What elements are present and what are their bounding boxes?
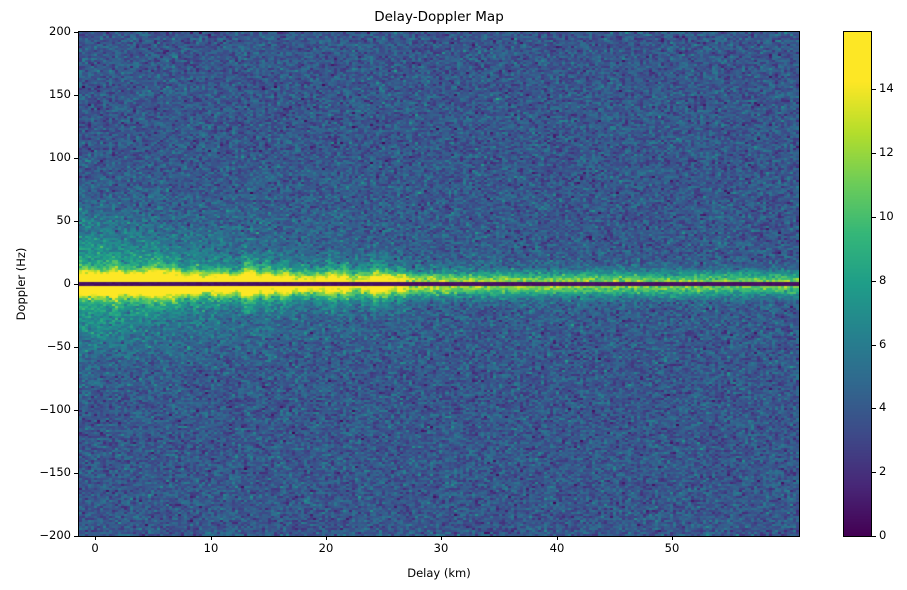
y-tick-label: 0 <box>63 276 71 290</box>
colorbar-tick-label: 10 <box>879 209 894 223</box>
y-tick-label: −150 <box>39 465 71 479</box>
colorbar-tick-mark <box>872 153 876 154</box>
x-tick-label: 40 <box>549 541 565 555</box>
colorbar-tick-mark <box>872 281 876 282</box>
y-tick-mark <box>74 221 78 222</box>
y-tick-label: 100 <box>49 150 71 164</box>
delay-doppler-heatmap[interactable] <box>79 32 799 536</box>
page-title: Delay-Doppler Map <box>374 9 504 25</box>
colorbar-tick-mark <box>872 472 876 473</box>
y-tick-label: −50 <box>46 339 71 353</box>
x-tick-label: 0 <box>91 541 99 555</box>
x-tick-mark <box>557 536 558 540</box>
x-tick-mark <box>95 536 96 540</box>
y-tick-mark <box>74 347 78 348</box>
x-tick-mark <box>441 536 442 540</box>
colorbar-tick-mark <box>872 345 876 346</box>
y-tick-mark <box>74 95 78 96</box>
colorbar-tick-mark <box>872 217 876 218</box>
y-tick-label: 150 <box>49 87 71 101</box>
y-tick-mark <box>74 32 78 33</box>
y-tick-mark <box>74 410 78 411</box>
y-tick-label: −100 <box>39 402 71 416</box>
heatmap-axes[interactable] <box>78 31 800 537</box>
x-tick-label: 10 <box>203 541 219 555</box>
colorbar-tick-label: 4 <box>879 400 887 414</box>
x-tick-label: 50 <box>664 541 680 555</box>
y-tick-mark <box>74 473 78 474</box>
colorbar-tick-label: 2 <box>879 464 887 478</box>
colorbar-tick-label: 12 <box>879 145 894 159</box>
colorbar-tick-label: 8 <box>879 273 887 287</box>
colorbar-tick-mark <box>872 536 876 537</box>
colorbar-tick-label: 6 <box>879 337 887 351</box>
y-tick-label: 200 <box>49 24 71 38</box>
y-tick-mark <box>74 536 78 537</box>
colorbar-tick-mark <box>872 408 876 409</box>
y-axis-title-wrapper: Doppler (Hz) <box>14 248 28 321</box>
colorbar-gradient <box>844 32 871 536</box>
y-tick-label: 50 <box>56 213 71 227</box>
y-axis-title: Doppler (Hz) <box>14 247 28 321</box>
y-tick-label: −200 <box>39 528 71 542</box>
y-tick-mark <box>74 284 78 285</box>
x-tick-mark <box>211 536 212 540</box>
x-axis-title: Delay (km) <box>407 566 471 580</box>
x-tick-label: 30 <box>433 541 449 555</box>
x-tick-label: 20 <box>318 541 334 555</box>
x-tick-mark <box>672 536 673 540</box>
colorbar[interactable] <box>843 31 872 537</box>
y-tick-mark <box>74 158 78 159</box>
colorbar-tick-label: 0 <box>879 528 887 542</box>
colorbar-tick-mark <box>872 89 876 90</box>
x-tick-mark <box>326 536 327 540</box>
colorbar-tick-label: 14 <box>879 81 894 95</box>
